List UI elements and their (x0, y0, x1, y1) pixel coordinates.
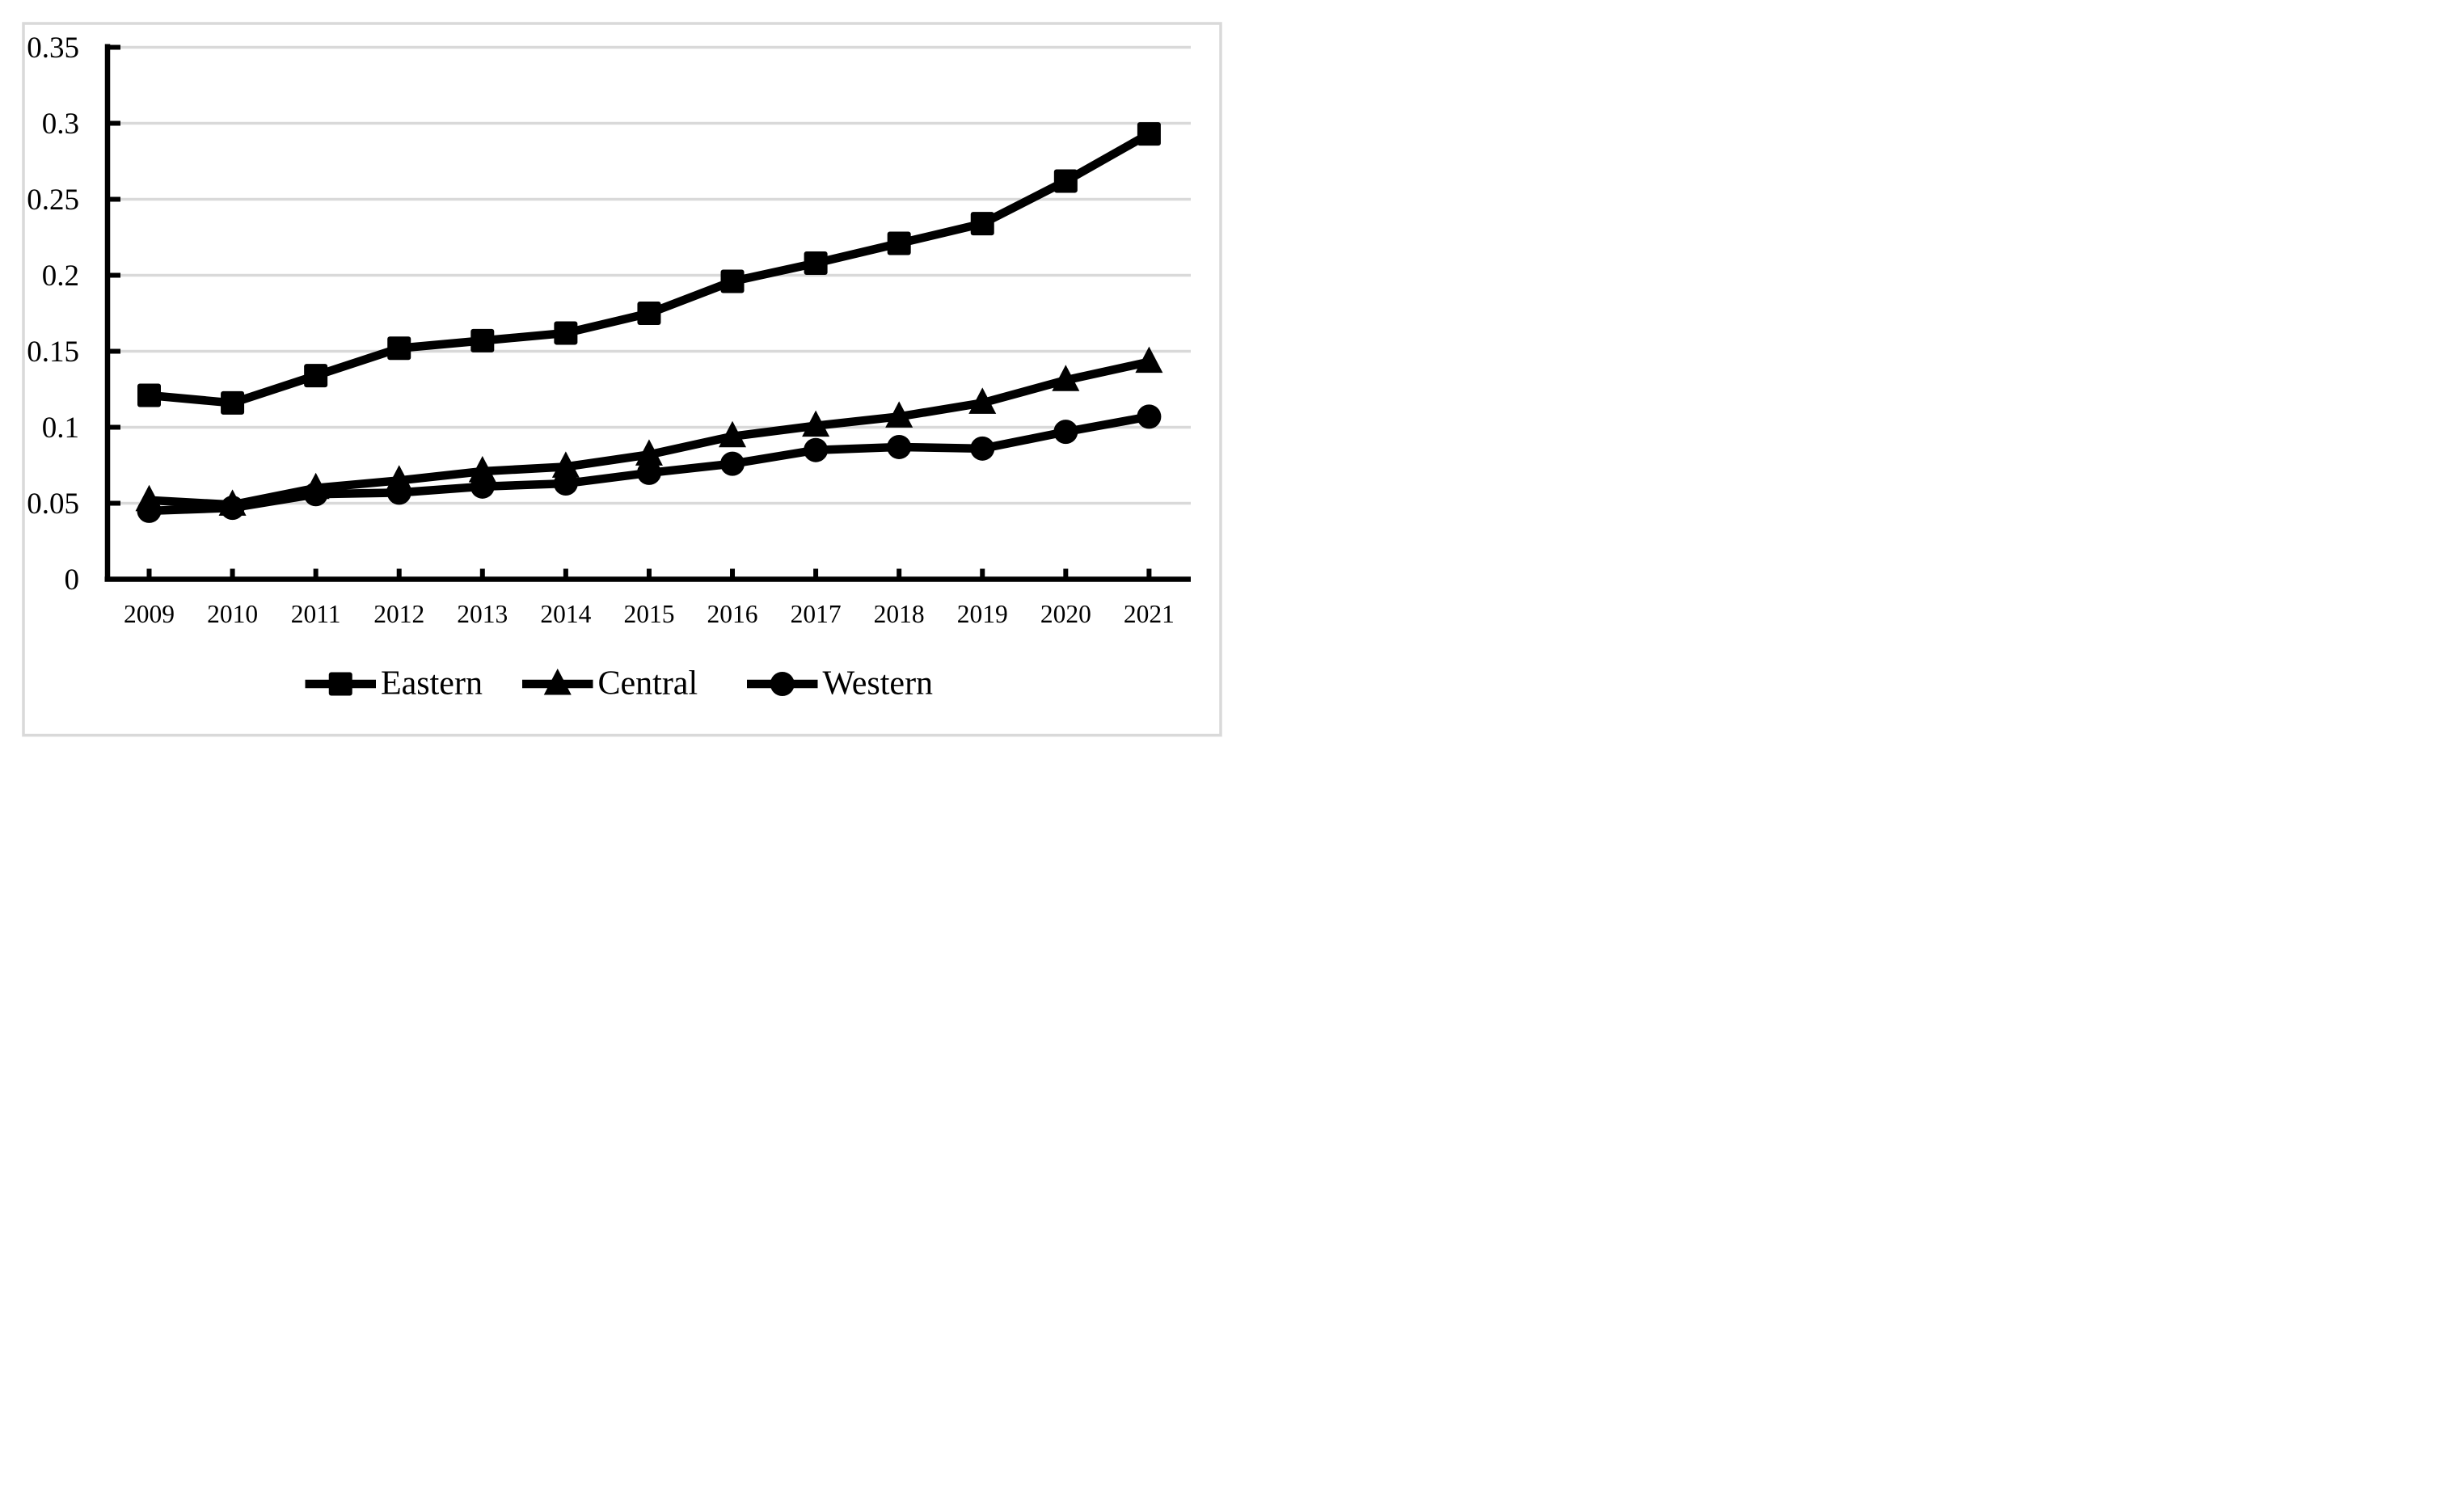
x-tick-label-2009: 2009 (124, 600, 175, 628)
x-tick-label-2020: 2020 (1040, 600, 1091, 628)
legend-label-western: Western (823, 665, 934, 703)
axes (104, 44, 1191, 582)
series-eastern-marker-2021 (1137, 122, 1161, 146)
series-central-marker-2021 (1135, 346, 1163, 374)
legend-triangle-marker-icon (543, 669, 572, 695)
series-central-marker-2016 (719, 420, 747, 448)
series-western-marker-2015 (636, 460, 661, 485)
x-tick-label-2014: 2014 (540, 600, 591, 628)
x-tick-label-2010: 2010 (207, 600, 258, 628)
y-tick-label-0: 0 (65, 563, 80, 597)
series-western-marker-2021 (1137, 404, 1162, 429)
series-eastern-marker-2012 (387, 336, 411, 361)
y-tick-label-0.2: 0.2 (42, 260, 79, 293)
series-eastern-marker-2016 (720, 269, 745, 293)
line-chart-figure: 0 0.05 0.1 0.15 0.2 0.25 0.3 0.35 2009 2010 2011 20… (0, 0, 1232, 747)
legend: Eastern Central Western (305, 665, 934, 703)
series-central-marker-2017 (802, 410, 830, 437)
series-eastern-marker-2013 (470, 328, 495, 352)
axis-labels: 0 0.05 0.1 0.15 0.2 0.25 0.3 0.35 2009 2010 2011 20… (27, 32, 1175, 628)
figure-frame (22, 22, 1222, 737)
series-central-marker-2018 (885, 401, 913, 428)
data-series (135, 122, 1163, 523)
x-tick-label-2012: 2012 (373, 600, 424, 628)
figure-border (22, 22, 1222, 737)
series-western-marker-2019 (970, 436, 995, 461)
y-tick-label-0.35: 0.35 (27, 32, 79, 65)
legend-label-eastern: Eastern (381, 665, 483, 703)
series-western-marker-2017 (804, 437, 829, 462)
series-western-marker-2016 (720, 451, 745, 476)
y-tick-label-0.05: 0.05 (27, 487, 79, 521)
x-tick-label-2011: 2011 (291, 600, 341, 628)
series-western-marker-2013 (470, 474, 495, 499)
x-tick-label-2021: 2021 (1124, 600, 1175, 628)
x-tick-label-2016: 2016 (707, 600, 758, 628)
series-western-marker-2012 (386, 480, 411, 505)
series-central-marker-2014 (551, 451, 580, 478)
series-eastern-marker-2014 (554, 321, 578, 345)
series-western-marker-2020 (1053, 420, 1078, 445)
y-tick-label-0.25: 0.25 (27, 184, 79, 217)
legend-circle-marker-icon (770, 672, 795, 696)
x-tick-label-2019: 2019 (957, 600, 1008, 628)
x-tick-label-2018: 2018 (874, 600, 925, 628)
series-western-marker-2018 (887, 434, 912, 459)
series-western-marker-2014 (553, 471, 578, 496)
x-tick-label-2015: 2015 (623, 600, 674, 628)
series-western-marker-2010 (220, 496, 245, 521)
legend-label-central: Central (598, 665, 698, 703)
series-central-marker-2020 (1052, 365, 1080, 391)
series-eastern-marker-2017 (804, 251, 828, 275)
chart-canvas: 0 0.05 0.1 0.15 0.2 0.25 0.3 0.35 2009 2010 2011 20… (22, 22, 1222, 737)
series-central-marker-2019 (968, 387, 997, 414)
y-tick-label-0.1: 0.1 (42, 411, 79, 445)
series-eastern-marker-2010 (221, 390, 245, 415)
series-eastern-line (149, 130, 1151, 407)
series-eastern-marker-2020 (1053, 169, 1078, 193)
x-tick-label-2017: 2017 (791, 600, 842, 628)
series-eastern-marker-2009 (137, 383, 161, 407)
gridlines (108, 45, 1191, 505)
series-eastern-marker-2018 (887, 231, 911, 255)
series-central-marker-2013 (468, 456, 496, 483)
y-tick-label-0.15: 0.15 (27, 336, 79, 369)
series-western-marker-2011 (303, 482, 328, 507)
series-eastern-marker-2015 (637, 302, 661, 325)
series-central-marker-2015 (635, 439, 663, 466)
x-tick-label-2013: 2013 (457, 600, 508, 628)
y-tick-label-0.3: 0.3 (42, 108, 79, 141)
series-eastern-marker-2011 (304, 364, 328, 388)
series-western-marker-2009 (137, 498, 162, 523)
legend-square-marker-icon (328, 672, 352, 696)
series-eastern-marker-2019 (970, 212, 994, 236)
